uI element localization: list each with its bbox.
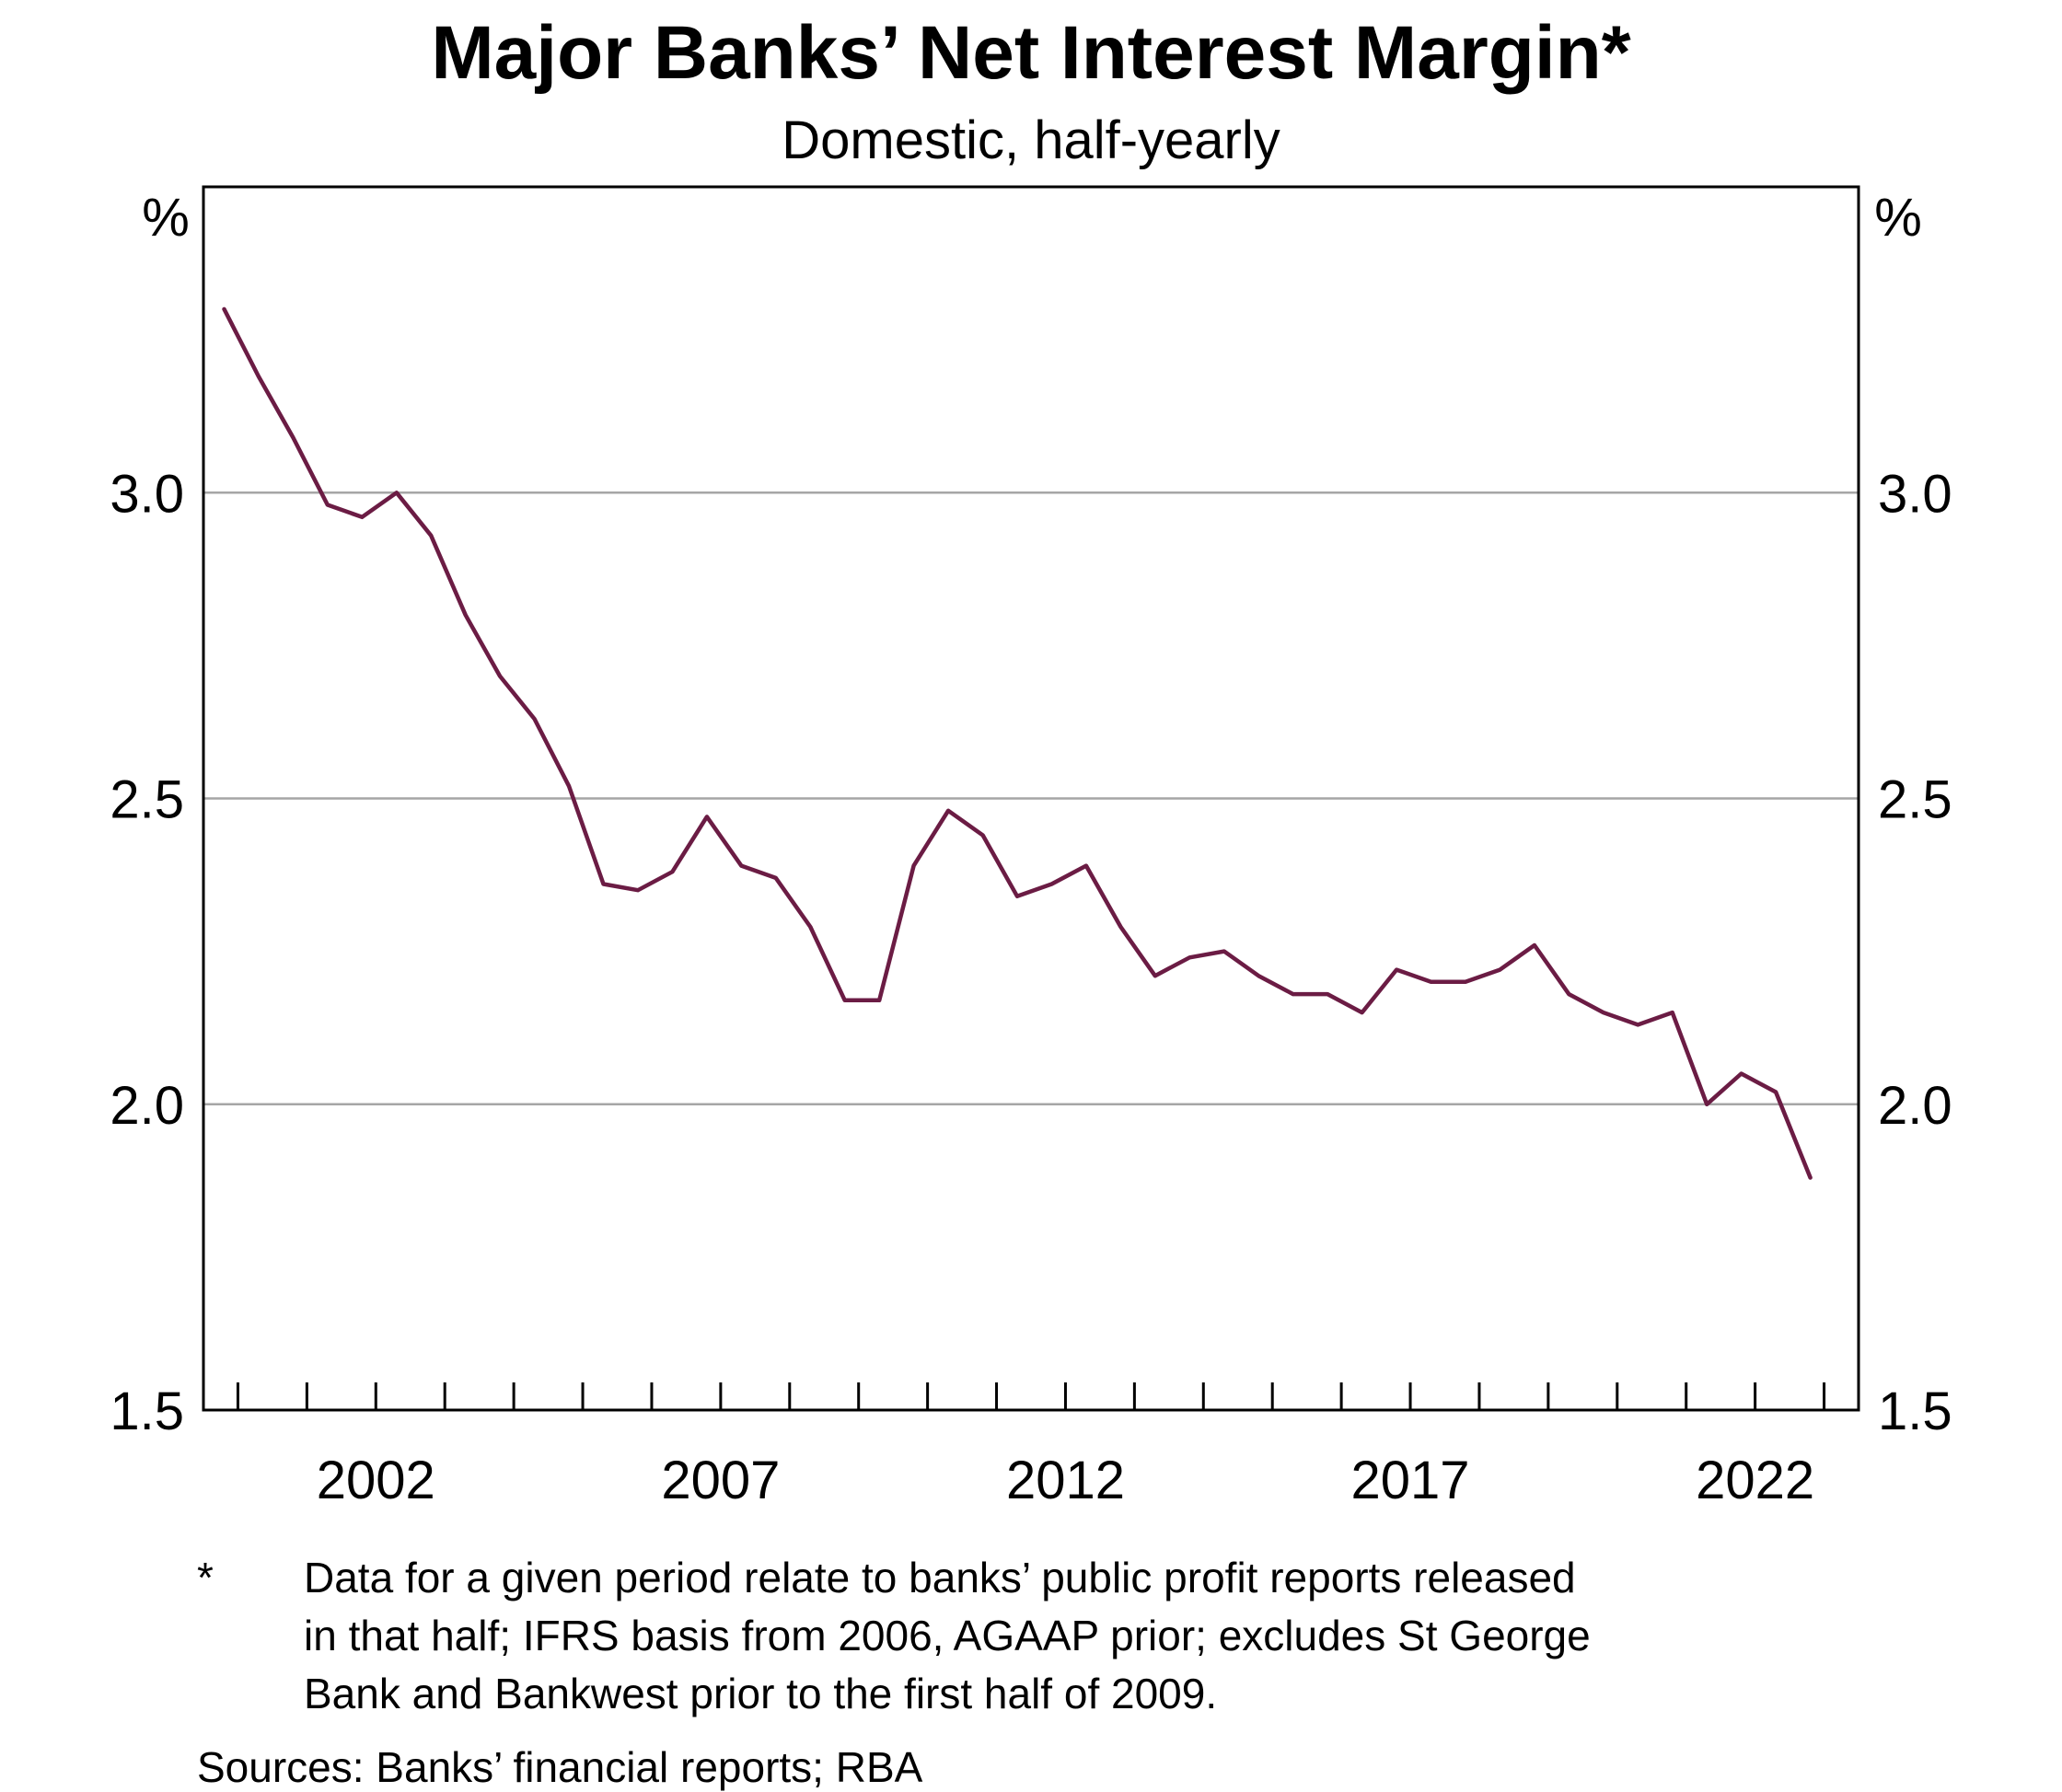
series-line (222, 306, 1813, 1180)
x-tick-label-2002: 2002 (317, 1451, 435, 1510)
y-tick-label-left-2.5: 2.5 (110, 770, 184, 830)
footnote-marker: * (197, 1554, 214, 1601)
footnote-line-3: Bank and Bankwest prior to the first hal… (304, 1670, 1217, 1717)
y-tick-label-right-2.0: 2.0 (1878, 1076, 1952, 1136)
sources-note: Sources: Banks’ financial reports; RBA (197, 1743, 923, 1791)
y-unit-right: % (1874, 188, 1922, 248)
plot-frame (202, 185, 1860, 1412)
chart-subtitle: Domestic, half-yearly (782, 110, 1280, 170)
x-tick-marks (236, 1382, 1826, 1410)
footnote-line-1: Data for a given period relate to banks’… (304, 1554, 1576, 1601)
x-tick-label-2017: 2017 (1351, 1451, 1470, 1510)
y-tick-label-right-2.5: 2.5 (1878, 770, 1952, 830)
y-unit-left: % (142, 188, 190, 248)
y-tick-labels: 1.5 1.5 2.0 2.0 2.5 2.5 3.0 3.0 (110, 464, 1952, 1441)
y-tick-label-left-2.0: 2.0 (110, 1076, 184, 1136)
y-tick-label-right-1.5: 1.5 (1878, 1382, 1952, 1441)
x-tick-labels: 2002 2007 2012 2017 2022 (317, 1451, 1814, 1510)
x-tick-label-2022: 2022 (1696, 1451, 1814, 1510)
gridlines (203, 491, 1859, 1105)
y-tick-label-left-1.5: 1.5 (110, 1382, 184, 1441)
x-tick-label-2012: 2012 (1006, 1451, 1125, 1510)
chart-title: Major Banks’ Net Interest Margin* (431, 11, 1630, 95)
x-tick-label-2007: 2007 (661, 1451, 780, 1510)
y-tick-label-left-3.0: 3.0 (110, 464, 184, 524)
footnote-line-2: in that half; IFRS basis from 2006, AGAA… (304, 1612, 1591, 1659)
y-tick-label-right-3.0: 3.0 (1878, 464, 1952, 524)
